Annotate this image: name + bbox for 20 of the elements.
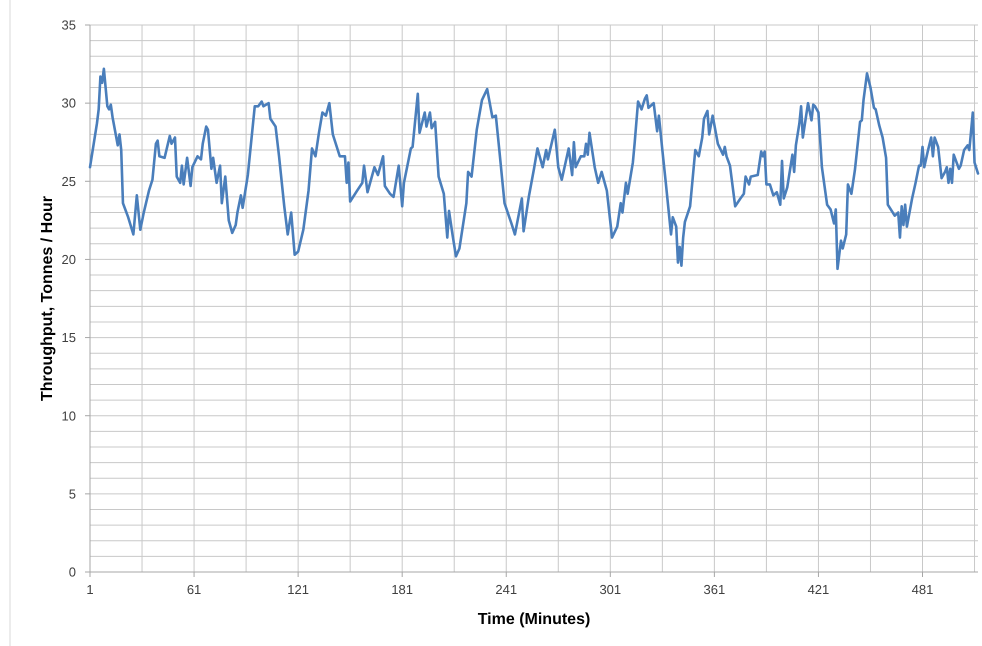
x-tick-label: 121 bbox=[287, 582, 309, 597]
y-tick-label: 30 bbox=[62, 96, 76, 111]
line-series bbox=[88, 67, 980, 270]
x-tick-label: 61 bbox=[186, 582, 202, 597]
y-tick-label: 10 bbox=[62, 408, 76, 424]
y-tick-label: 20 bbox=[62, 252, 76, 267]
x-tick-label: 181 bbox=[391, 582, 414, 597]
y-tick-label: 15 bbox=[62, 330, 76, 346]
y-tick-label: 5 bbox=[68, 486, 76, 502]
x-tick-label: 421 bbox=[808, 582, 830, 597]
y-tick-label: 25 bbox=[62, 174, 76, 189]
y-tick-label: 0 bbox=[68, 564, 76, 580]
x-tick-label: 301 bbox=[599, 582, 622, 597]
x-tick-label: 481 bbox=[912, 582, 934, 597]
x-tick-label: 361 bbox=[704, 582, 726, 597]
x-tick-label: 1 bbox=[86, 582, 94, 597]
y-axis-title: Throughput, Tonnes / Hour bbox=[39, 196, 56, 401]
y-tick-label: 35 bbox=[62, 18, 76, 33]
x-tick-label: 241 bbox=[495, 582, 518, 597]
x-axis-title: Time (Minutes) bbox=[478, 611, 590, 628]
